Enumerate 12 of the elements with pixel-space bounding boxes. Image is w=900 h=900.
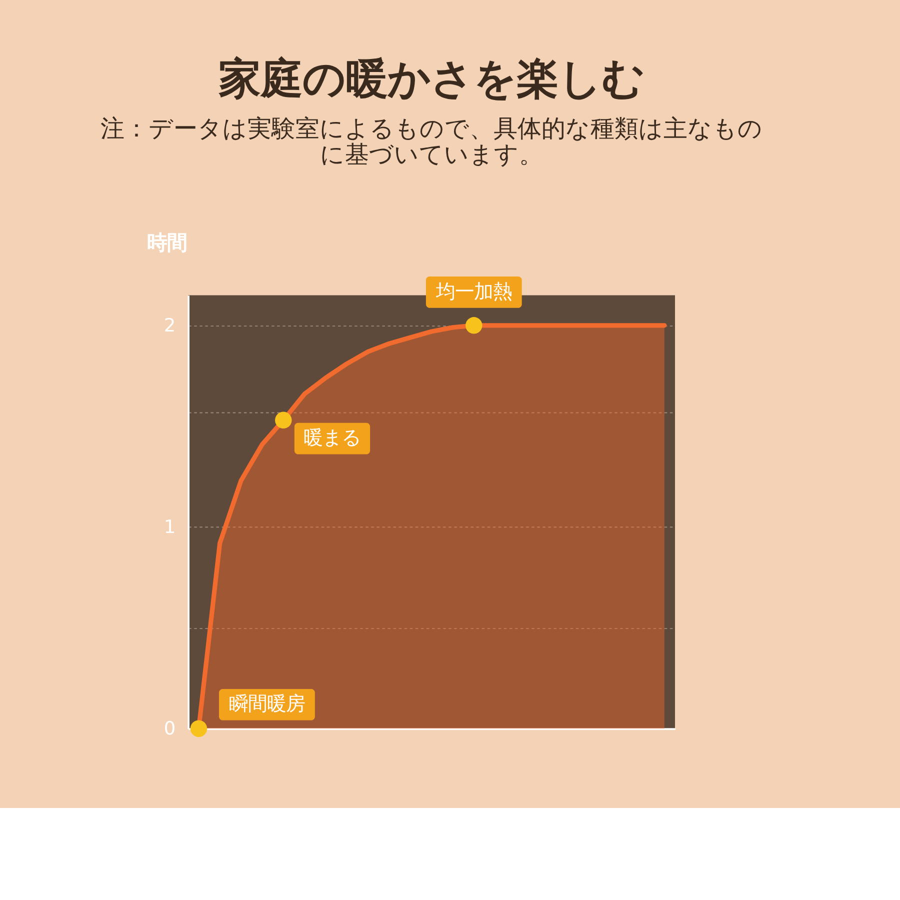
y-tick-label: 1	[164, 517, 176, 538]
point	[190, 720, 208, 737]
y-tick-label: 0	[164, 718, 176, 740]
chart-title: 家庭の暖かさを楽しむ	[218, 55, 645, 104]
y-tick-label: 2	[164, 315, 176, 336]
chart-subtitle: 注：データは実験室によるもので、具体的な種類は主なものに基づいています。	[100, 114, 763, 168]
annotation: 暖まる	[304, 426, 361, 450]
point	[466, 317, 482, 334]
annotation: 瞬間暖房	[228, 692, 305, 716]
point	[275, 412, 292, 429]
y-axis-title: 時間	[147, 230, 188, 255]
annotation: 均一加熱	[434, 280, 512, 303]
